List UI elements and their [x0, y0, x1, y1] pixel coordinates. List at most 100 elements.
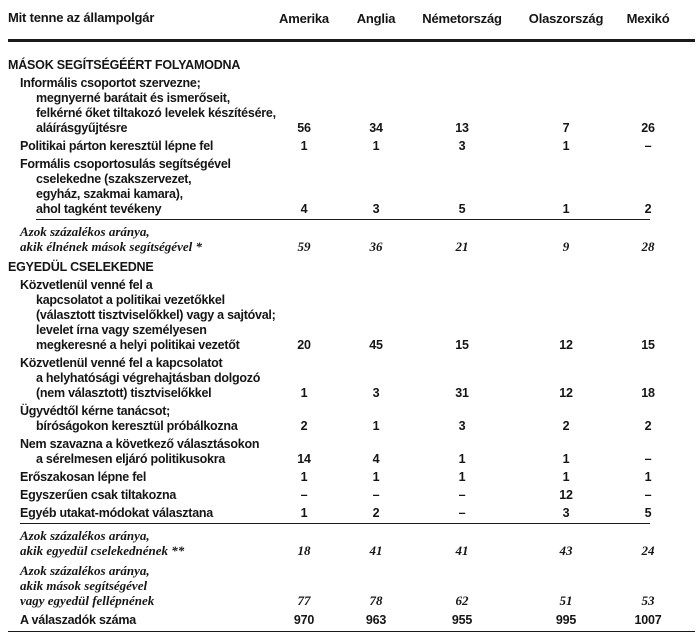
cell-value: 995	[555, 613, 577, 627]
table-row: Informális csoportot szervezne; megnyerné…	[8, 76, 695, 136]
row-label-line: aláírásgyűjtésre	[36, 121, 128, 135]
cell-value: –	[458, 488, 466, 502]
cell-value: 2	[562, 419, 570, 433]
cell-value: 1	[300, 386, 308, 400]
column-header-nemetorszag: Németország	[422, 11, 502, 26]
cell-value: 26	[641, 121, 655, 135]
cell-value: 13	[455, 121, 469, 135]
table-row: Formális csoportosulás segítségével csele…	[8, 157, 695, 220]
cell-value: –	[644, 452, 652, 466]
cell-value: 1	[562, 470, 570, 484]
table-row: Egyéb utakat-módokat választana 1 2 – 3 5	[8, 506, 695, 524]
row-label-line: bíróságokon keresztül próbálkozna	[36, 419, 238, 433]
row-label-line: Erőszakosan lépne fel	[20, 470, 147, 484]
cell-value: 1007	[634, 613, 662, 627]
cell-value: 12	[559, 386, 573, 400]
table-row: Politikai párton keresztül lépne fel 1 1 3 1…	[8, 139, 695, 154]
table-row: Közvetlenül venné fel a kapcsolatot a pol…	[8, 278, 695, 353]
row-label-line: Formális csoportosulás segítségével	[20, 157, 231, 171]
cell-value: 78	[369, 593, 383, 608]
cell-value: 1	[458, 452, 466, 466]
column-header-anglia: Anglia	[356, 11, 396, 26]
cell-value: 7	[562, 121, 570, 135]
cell-value: 15	[641, 338, 655, 352]
table-row: Közvetlenül venné fel a kapcsolatot a hel…	[8, 356, 695, 401]
cell-value: 59	[297, 239, 311, 254]
row-label-line: megnyerné barátait és ismerőseit,	[36, 91, 230, 105]
cell-value: 3	[458, 139, 466, 153]
row-underline-rule	[36, 219, 650, 220]
cell-value: 3	[458, 419, 466, 433]
cell-value: 18	[641, 386, 655, 400]
cell-value: 15	[455, 338, 469, 352]
row-label-line: a sérelmesen eljáró politikusokra	[36, 452, 226, 466]
column-header-mexiko: Mexikó	[626, 11, 670, 26]
table-row: Nem szavazna a következő választásokon a …	[8, 437, 695, 467]
cell-value: 3	[562, 506, 570, 520]
cell-value: 3	[372, 202, 380, 216]
row-label-line: Azok százalékos aránya,	[20, 224, 150, 239]
table-body: MÁSOK SEGÍTSÉGÉÉRT FOLYAMODNA Informális …	[8, 58, 695, 628]
cell-value: 28	[641, 239, 655, 254]
column-header-olaszorszag: Olaszország	[528, 11, 604, 26]
cell-value: 20	[297, 338, 311, 352]
cell-value: 970	[293, 613, 315, 627]
cell-value: 12	[559, 338, 573, 352]
row-label-line: Politikai párton keresztül lépne fel	[20, 139, 214, 153]
table-row: Ügyvédtől kérne tanácsot; bíróságokon ker…	[8, 404, 695, 434]
row-label-line: levelet írna vagy személyesen	[36, 323, 207, 337]
cell-value: 12	[559, 488, 573, 502]
cell-value: 955	[451, 613, 473, 627]
cell-value: 2	[644, 419, 652, 433]
cell-value: 2	[300, 419, 308, 433]
cell-value: 1	[562, 202, 570, 216]
column-header-amerika: Amerika	[279, 11, 329, 26]
cell-value: –	[300, 488, 308, 502]
cell-value: 1	[562, 139, 570, 153]
cell-value: 41	[455, 543, 469, 558]
row-label-line: Egyéb utakat-módokat választana	[20, 506, 214, 520]
cell-value: 4	[300, 202, 308, 216]
row-label-line: megkeresné a helyi politikai vezetőt	[36, 338, 240, 352]
row-label-line: akik élnének mások segítségével *	[20, 239, 202, 254]
cell-value: 4	[372, 452, 380, 466]
cell-value: 2	[644, 202, 652, 216]
row-label-line: Nem szavazna a következő választásokon	[20, 437, 260, 451]
cell-value: 51	[559, 593, 573, 608]
cell-value: 56	[297, 121, 311, 135]
cell-value: –	[644, 488, 652, 502]
cell-value: 963	[365, 613, 387, 627]
cell-value: 36	[369, 239, 383, 254]
row-label-line: a helyhatósági végrehajtásban dolgozó	[36, 371, 261, 385]
row-label-line: (nem választott) tisztviselőkkel	[36, 386, 212, 400]
cell-value: 43	[559, 543, 573, 558]
row-label-line: felkérné őket tiltakozó levelek készítés…	[36, 106, 276, 120]
row-label-line: Közvetlenül venné fel a	[20, 278, 153, 292]
row-label-line: kapcsolatot a politikai vezetőkkel	[36, 293, 225, 307]
cell-value: 34	[369, 121, 383, 135]
row-label-line: Azok százalékos aránya,	[20, 528, 150, 543]
cell-value: 41	[369, 543, 383, 558]
table-row: Azok százalékos aránya, akik élnének máso…	[8, 224, 695, 254]
row-label-line: A válaszadók száma	[20, 613, 136, 627]
row-label-line: Azok százalékos aránya,	[20, 563, 150, 578]
row-label-line: Közvetlenül venné fel a kapcsolatot	[20, 356, 223, 370]
cell-value: 1	[372, 139, 380, 153]
cell-value: 5	[644, 506, 652, 520]
bottom-divider-rule	[8, 631, 695, 632]
row-label-line: Egyszerűen csak tiltakozna	[20, 488, 177, 502]
cell-value: 1	[372, 419, 380, 433]
row-label-line: Ügyvédtől kérne tanácsot;	[20, 404, 171, 418]
cell-value: 53	[641, 593, 655, 608]
table-row: Egyszerűen csak tiltakozna – – – 12 –	[8, 488, 695, 503]
cell-value: 18	[297, 543, 311, 558]
row-label-line: cselekedne (szakszervezet,	[36, 172, 192, 186]
cell-value: 1	[562, 452, 570, 466]
cell-value: 45	[369, 338, 383, 352]
cell-value: 14	[297, 452, 311, 466]
cell-value: –	[644, 139, 652, 153]
table-row: A válaszadók száma 970 963 955 995 1007	[8, 613, 695, 628]
table-row: Azok százalékos aránya, akik egyedül csel…	[8, 528, 695, 558]
row-label-line: akik mások segítségével	[20, 578, 148, 593]
